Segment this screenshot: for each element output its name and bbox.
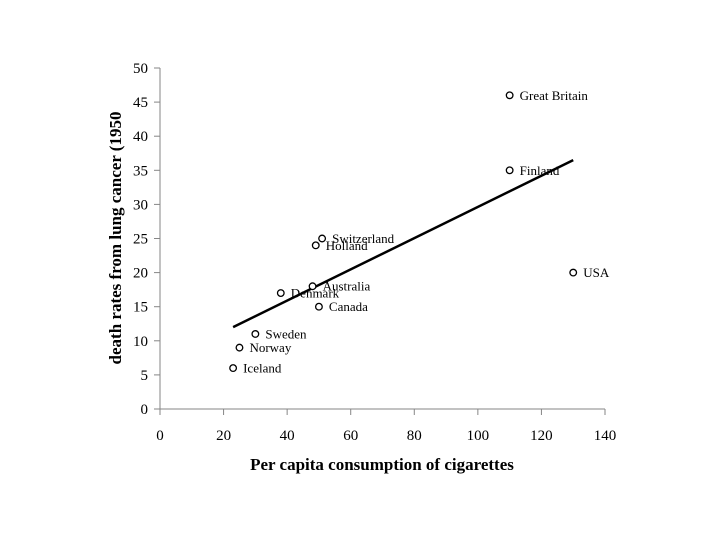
data-point (505, 166, 514, 175)
y-tick-label: 0 (141, 402, 149, 418)
point-label: Denmark (291, 286, 340, 301)
y-axis-title: death rates from lung cancer (1950 (106, 112, 125, 365)
point-label: Norway (249, 340, 291, 355)
data-point (314, 302, 323, 311)
x-tick-label: 20 (216, 428, 231, 444)
y-tick-label: 5 (141, 368, 149, 384)
data-point (276, 289, 285, 298)
x-tick-label: 80 (407, 428, 422, 444)
x-tick-label: 40 (280, 428, 295, 444)
point-label: USA (583, 265, 610, 280)
data-point (569, 268, 578, 277)
point-label: Iceland (243, 361, 282, 376)
y-tick-label: 40 (133, 129, 148, 145)
x-tick-label: 120 (530, 428, 553, 444)
trendline-group (232, 158, 574, 329)
x-tick-label: 60 (343, 428, 358, 444)
y-tick-label: 10 (133, 334, 148, 350)
point-label: Switzerland (332, 231, 395, 246)
data-point (229, 364, 238, 373)
y-tick-label: 45 (133, 95, 148, 111)
point-label: Australia (323, 279, 371, 294)
y-tick-label: 50 (133, 61, 148, 77)
x-tick-label: 140 (594, 428, 617, 444)
x-tick-label: 0 (156, 428, 164, 444)
point-label: Holland (326, 238, 368, 253)
point-label: Sweden (265, 326, 307, 341)
data-point (318, 234, 327, 243)
x-axis: 0 20 40 60 80 100 120 140 (156, 408, 617, 444)
data-point (311, 241, 320, 250)
y-axis: 0 5 10 15 20 25 30 35 40 45 50 (133, 61, 161, 418)
y-tick-label: 15 (133, 300, 148, 316)
data-point (505, 91, 514, 100)
point-label: Finland (520, 163, 560, 178)
data-point (308, 282, 317, 291)
y-tick-label: 25 (133, 232, 148, 248)
data-point (235, 343, 244, 352)
point-label: Great Britain (520, 88, 589, 103)
x-axis-title: Per capita consumption of cigarettes (250, 455, 514, 474)
y-tick-label: 20 (133, 266, 148, 282)
y-tick-label: 35 (133, 163, 148, 179)
data-point (251, 330, 260, 338)
x-tick-label: 100 (467, 428, 490, 444)
point-label: Canada (329, 299, 368, 314)
y-tick-label: 30 (133, 197, 148, 213)
trendline (232, 158, 574, 329)
